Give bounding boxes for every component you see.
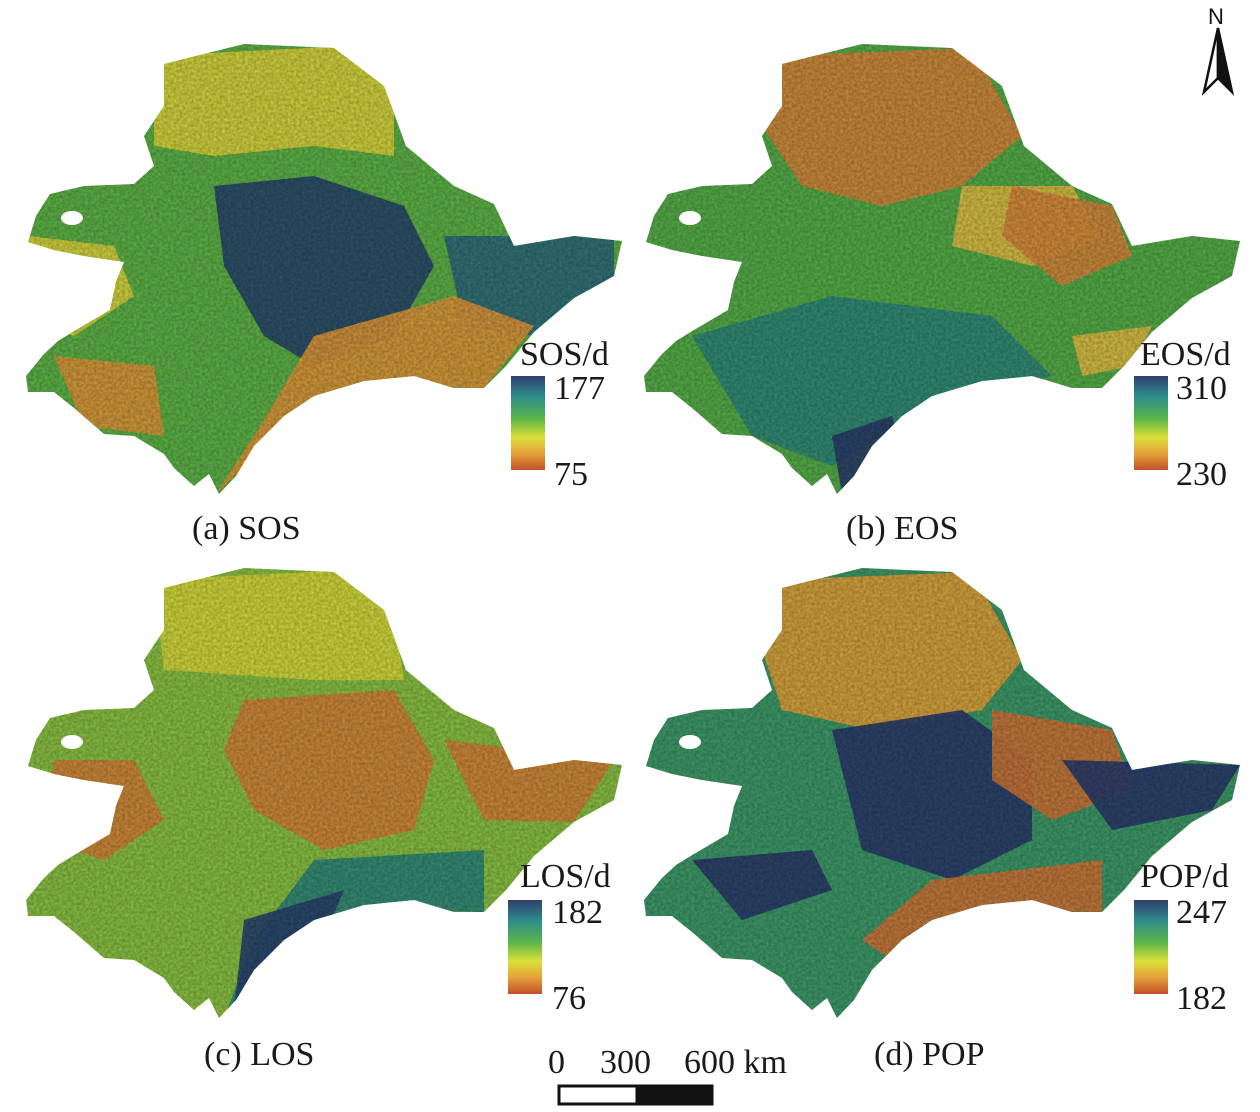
legend-min-los: 76 [552, 980, 586, 1017]
scale-bar [557, 1084, 714, 1106]
legend-title-los: LOS/d [520, 858, 611, 895]
caption-pop: (d) POP [874, 1036, 985, 1073]
north-arrow: N [1196, 4, 1240, 96]
legend-max-eos: 310 [1176, 370, 1227, 407]
lake-eos [679, 211, 701, 225]
caption-los: (c) LOS [204, 1036, 315, 1073]
lake-los [61, 735, 83, 749]
legend-max-pop: 247 [1176, 894, 1227, 931]
scale-label-0: 0 [548, 1044, 565, 1081]
north-label: N [1208, 4, 1224, 29]
legend-max-los: 182 [552, 894, 603, 931]
legend-min-pop: 182 [1176, 980, 1227, 1017]
scale-label-300: 300 [600, 1044, 651, 1081]
legend-colorbar-pop [1134, 900, 1168, 994]
legend-max-sos: 177 [554, 370, 605, 407]
legend-min-sos: 75 [554, 456, 588, 493]
legend-min-eos: 230 [1176, 456, 1227, 493]
lake-pop [679, 735, 701, 749]
legend-title-sos: SOS/d [520, 336, 609, 373]
scale-label-600: 600 km [684, 1044, 787, 1081]
legend-title-pop: POP/d [1140, 858, 1229, 895]
legend-title-eos: EOS/d [1140, 336, 1231, 373]
north-arrow-icon [1201, 27, 1235, 96]
caption-sos: (a) SOS [192, 510, 301, 547]
legend-colorbar-sos [511, 376, 545, 470]
legend-colorbar-los [508, 900, 542, 994]
legend-colorbar-eos [1134, 376, 1168, 470]
caption-eos: (b) EOS [846, 510, 959, 547]
lake-sos [61, 211, 83, 225]
